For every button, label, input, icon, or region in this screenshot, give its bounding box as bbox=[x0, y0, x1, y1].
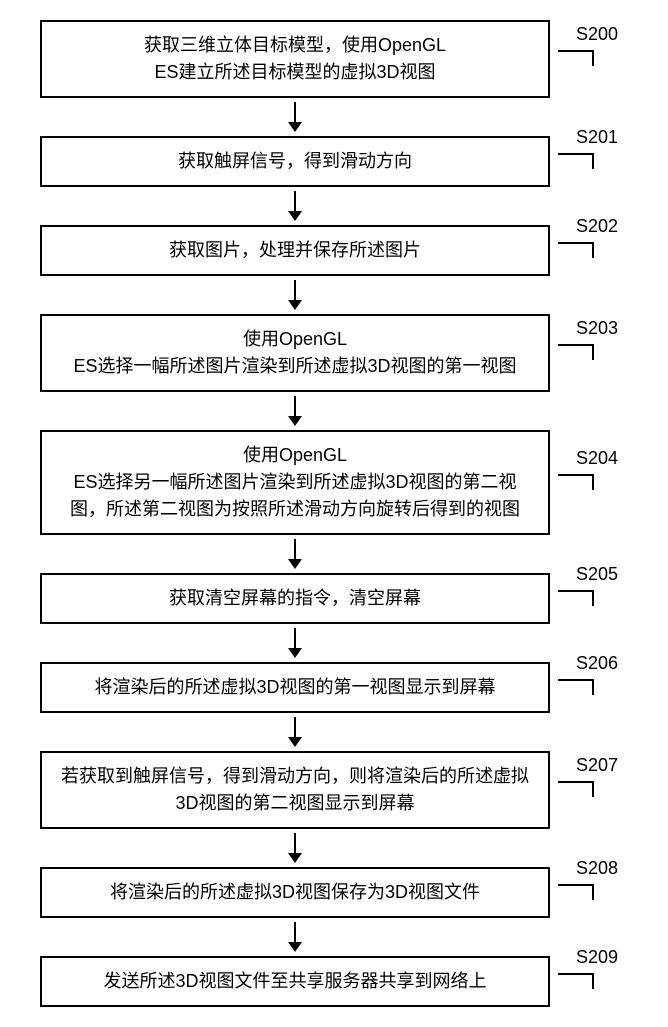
connector-line bbox=[558, 474, 594, 476]
connector-line bbox=[558, 590, 594, 592]
arrow-down-icon bbox=[288, 833, 380, 863]
arrow-down-icon bbox=[288, 102, 380, 132]
connector-line bbox=[558, 242, 594, 244]
step-box-s204: 使用OpenGLES选择另一幅所述图片渲染到所述虚拟3D视图的第二视图，所述第二… bbox=[40, 430, 550, 535]
step-box-s200: 获取三维立体目标模型，使用OpenGLES建立所述目标模型的虚拟3D视图 bbox=[40, 20, 550, 98]
arrow-down-icon bbox=[288, 280, 380, 310]
step-text: 将渲染后的所述虚拟3D视图的第一视图显示到屏幕 bbox=[94, 677, 495, 697]
step-box-s208: 将渲染后的所述虚拟3D视图保存为3D视图文件 bbox=[40, 867, 550, 918]
step-id-label: S202 bbox=[576, 216, 618, 237]
step-id-label: S203 bbox=[576, 318, 618, 339]
step-label-wrap: S204 bbox=[558, 482, 628, 484]
arrow-down-icon bbox=[288, 539, 380, 569]
step-row: 获取图片，处理并保存所述图片 S202 bbox=[40, 225, 628, 276]
arrow-down-icon bbox=[288, 717, 380, 747]
step-id-label: S207 bbox=[576, 755, 618, 776]
step-label-wrap: S207 bbox=[558, 789, 628, 791]
step-text: 获取触屏信号，得到滑动方向 bbox=[178, 151, 412, 171]
step-text: 使用OpenGLES选择另一幅所述图片渲染到所述虚拟3D视图的第二视图，所述第二… bbox=[58, 442, 532, 523]
step-row: 使用OpenGLES选择另一幅所述图片渲染到所述虚拟3D视图的第二视图，所述第二… bbox=[40, 430, 628, 535]
connector-curve bbox=[592, 973, 594, 989]
step-text: 将渲染后的所述虚拟3D视图保存为3D视图文件 bbox=[110, 882, 480, 902]
step-row: 获取清空屏幕的指令，清空屏幕 S205 bbox=[40, 573, 628, 624]
connector-line bbox=[558, 781, 594, 783]
connector-curve bbox=[592, 679, 594, 695]
step-box-s205: 获取清空屏幕的指令，清空屏幕 bbox=[40, 573, 550, 624]
connector-line bbox=[558, 153, 594, 155]
step-id-label: S206 bbox=[576, 653, 618, 674]
connector-curve bbox=[592, 781, 594, 797]
step-label-wrap: S205 bbox=[558, 598, 628, 600]
arrow-down-icon bbox=[288, 628, 380, 658]
step-label-wrap: S202 bbox=[558, 250, 628, 252]
step-text: 获取图片，处理并保存所述图片 bbox=[169, 240, 421, 260]
step-text: 若获取到触屏信号，得到滑动方向，则将渲染后的所述虚拟3D视图的第二视图显示到屏幕 bbox=[61, 766, 529, 813]
arrow-down-icon bbox=[288, 191, 380, 221]
connector-line bbox=[558, 344, 594, 346]
step-box-s209: 发送所述3D视图文件至共享服务器共享到网络上 bbox=[40, 956, 550, 1007]
step-box-s201: 获取触屏信号，得到滑动方向 bbox=[40, 136, 550, 187]
connector-curve bbox=[592, 242, 594, 258]
step-box-s202: 获取图片，处理并保存所述图片 bbox=[40, 225, 550, 276]
step-row: 将渲染后的所述虚拟3D视图保存为3D视图文件 S208 bbox=[40, 867, 628, 918]
arrow-down-icon bbox=[288, 922, 380, 952]
connector-line bbox=[558, 50, 594, 52]
step-row: 使用OpenGLES选择一幅所述图片渲染到所述虚拟3D视图的第一视图 S203 bbox=[40, 314, 628, 392]
step-row: 将渲染后的所述虚拟3D视图的第一视图显示到屏幕 S206 bbox=[40, 662, 628, 713]
step-label-wrap: S209 bbox=[558, 981, 628, 983]
step-box-s207: 若获取到触屏信号，得到滑动方向，则将渲染后的所述虚拟3D视图的第二视图显示到屏幕 bbox=[40, 751, 550, 829]
step-text: 获取三维立体目标模型，使用OpenGLES建立所述目标模型的虚拟3D视图 bbox=[144, 35, 446, 82]
connector-line bbox=[558, 884, 594, 886]
connector-line bbox=[558, 973, 594, 975]
arrow-down-icon bbox=[288, 396, 380, 426]
step-label-wrap: S203 bbox=[558, 352, 628, 354]
connector-curve bbox=[592, 590, 594, 606]
step-row: 获取三维立体目标模型，使用OpenGLES建立所述目标模型的虚拟3D视图 S20… bbox=[40, 20, 628, 98]
step-id-label: S200 bbox=[576, 24, 618, 45]
step-box-s203: 使用OpenGLES选择一幅所述图片渲染到所述虚拟3D视图的第一视图 bbox=[40, 314, 550, 392]
connector-curve bbox=[592, 884, 594, 900]
step-label-wrap: S200 bbox=[558, 58, 628, 60]
step-label-wrap: S201 bbox=[558, 161, 628, 163]
step-id-label: S208 bbox=[576, 858, 618, 879]
connector-curve bbox=[592, 344, 594, 360]
step-id-label: S205 bbox=[576, 564, 618, 585]
connector-curve bbox=[592, 153, 594, 169]
flowchart-container: 获取三维立体目标模型，使用OpenGLES建立所述目标模型的虚拟3D视图 S20… bbox=[40, 20, 628, 1007]
connector-curve bbox=[592, 50, 594, 66]
step-text: 发送所述3D视图文件至共享服务器共享到网络上 bbox=[103, 971, 486, 991]
step-id-label: S209 bbox=[576, 947, 618, 968]
step-id-label: S204 bbox=[576, 448, 618, 469]
step-text: 获取清空屏幕的指令，清空屏幕 bbox=[169, 588, 421, 608]
step-row: 若获取到触屏信号，得到滑动方向，则将渲染后的所述虚拟3D视图的第二视图显示到屏幕… bbox=[40, 751, 628, 829]
step-label-wrap: S208 bbox=[558, 892, 628, 894]
step-row: 获取触屏信号，得到滑动方向 S201 bbox=[40, 136, 628, 187]
connector-curve bbox=[592, 474, 594, 490]
step-text: 使用OpenGLES选择一幅所述图片渲染到所述虚拟3D视图的第一视图 bbox=[73, 329, 516, 376]
step-label-wrap: S206 bbox=[558, 687, 628, 689]
connector-line bbox=[558, 679, 594, 681]
step-row: 发送所述3D视图文件至共享服务器共享到网络上 S209 bbox=[40, 956, 628, 1007]
step-id-label: S201 bbox=[576, 127, 618, 148]
step-box-s206: 将渲染后的所述虚拟3D视图的第一视图显示到屏幕 bbox=[40, 662, 550, 713]
